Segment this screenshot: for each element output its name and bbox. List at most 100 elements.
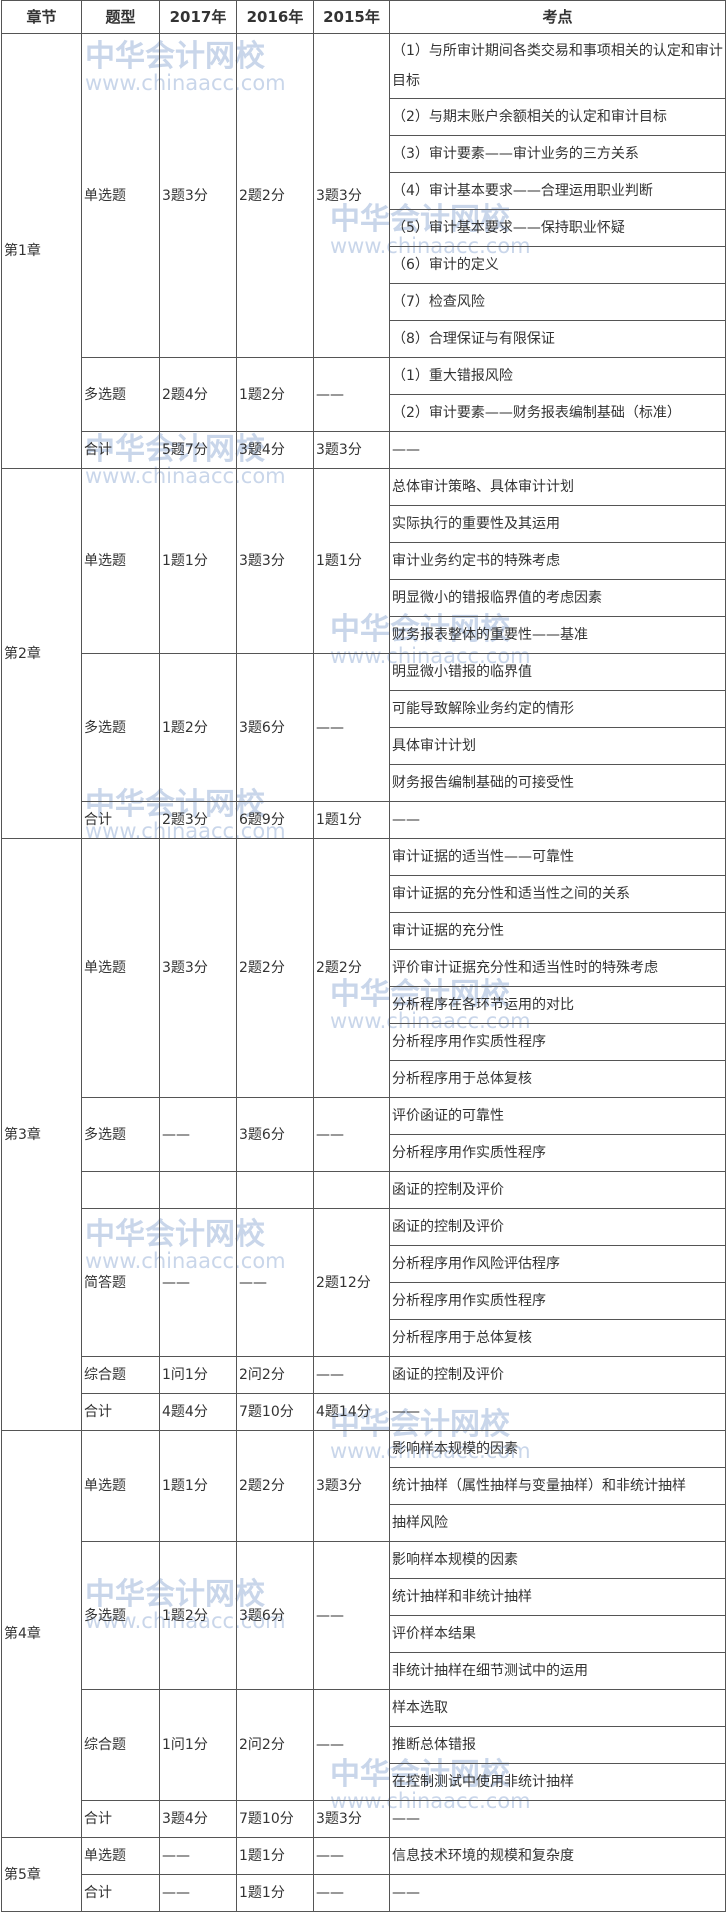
key-point: 财务报告编制基础的可接受性 (389, 764, 726, 802)
score-cell: 3题6分 (236, 1541, 314, 1690)
key-point: 具体审计计划 (389, 727, 726, 765)
score-cell (159, 1171, 237, 1209)
key-point: （3）审计要素——审计业务的三方关系 (389, 135, 726, 173)
table-row: 多选题 2题4分 1题2分 —— （1）重大错报风险 (2, 357, 726, 432)
score-cell: 2题3分 (159, 801, 237, 839)
score-cell: 2题2分 (236, 1430, 314, 1542)
table-row: 统计抽样（属性抽样与变量抽样）和非统计抽样 (2, 1467, 726, 1505)
score-cell: —— (159, 1874, 237, 1912)
table-row: 综合题 1问1分 2问2分 —— 函证的控制及评价 (2, 1356, 726, 1394)
table-row: 抽样风险 (2, 1504, 726, 1542)
score-cell: 1题1分 (236, 1837, 314, 1875)
table-row: 多选题 —— 3题6分 —— 评价函证的可靠性 (2, 1097, 726, 1172)
table-row: 非统计抽样在细节测试中的运用 (2, 1652, 726, 1690)
key-point: —— (389, 1874, 726, 1912)
score-cell: 2题12分 (313, 1208, 390, 1357)
column-header: 2016年 (236, 0, 314, 34)
key-point: —— (389, 1393, 726, 1431)
score-cell: 3题4分 (236, 431, 314, 469)
score-cell: 3题6分 (236, 1097, 314, 1172)
score-cell (313, 1171, 390, 1209)
score-cell: —— (313, 1097, 390, 1172)
key-point: （2）审计要素——财务报表编制基础（标准） (389, 394, 726, 432)
table-row: 可能导致解除业务约定的情形 (2, 690, 726, 728)
score-cell: —— (236, 1208, 314, 1357)
score-cell: 6题9分 (236, 801, 314, 839)
chapter-cell: 第5章 (1, 1837, 82, 1912)
column-header: 2017年 (159, 0, 237, 34)
table-row: （2）与期末账户余额相关的认定和审计目标 (2, 98, 726, 136)
table-row: （6）审计的定义 (2, 246, 726, 284)
question-type: 简答题 (81, 1208, 160, 1357)
question-type: 单选题 (81, 838, 160, 1098)
table-row: 明显微小的错报临界值的考虑因素 (2, 579, 726, 617)
table-row: 第4章 单选题 1题1分 2题2分 3题3分 影响样本规模的因素 (1, 1430, 726, 1838)
score-cell: 1题1分 (159, 468, 237, 654)
column-header: 题型 (81, 0, 160, 34)
score-cell: 1题1分 (313, 801, 390, 839)
key-point: （5）审计基本要求——保持职业怀疑 (389, 209, 726, 247)
key-point: 影响样本规模的因素 (389, 1430, 726, 1468)
key-point: 推断总体错报 (389, 1726, 726, 1764)
chapter-cell: 第4章 (1, 1430, 82, 1838)
header-row: 章节 题型 2017年 2016年 2015年 考点 (1, 0, 726, 34)
table-row: 第2章 单选题 1题1分 3题3分 1题1分 总体审计策略、具体审计计划 (1, 468, 726, 839)
key-point: 抽样风险 (389, 1504, 726, 1542)
table-row: 第5章 单选题 —— 1题1分 —— 信息技术环境的规模和复杂度 (1, 1837, 726, 1912)
table-row: 分析程序用作实质性程序 (2, 1023, 726, 1061)
key-point: 分析程序用于总体复核 (389, 1319, 726, 1357)
key-point: （1）与所审计期间各类交易和事项相关的认定和审计目标 (389, 33, 726, 99)
table-row: （5）审计基本要求——保持职业怀疑 (2, 209, 726, 247)
table-row: 分析程序用作实质性程序 (2, 1282, 726, 1320)
table-row: 推断总体错报 (2, 1726, 726, 1764)
key-point: 统计抽样（属性抽样与变量抽样）和非统计抽样 (389, 1467, 726, 1505)
question-type (81, 1171, 160, 1209)
key-point: （4）审计基本要求——合理运用职业判断 (389, 172, 726, 210)
score-cell: 2问2分 (236, 1689, 314, 1801)
table-row: 综合题 1问1分 2问2分 —— 样本选取 (2, 1689, 726, 1801)
question-type: 综合题 (81, 1689, 160, 1801)
question-type: 单选题 (81, 468, 160, 654)
question-type: 合计 (81, 1874, 160, 1912)
table-row: 合计 —— 1题1分 —— —— (2, 1874, 726, 1912)
key-point: 评价样本结果 (389, 1615, 726, 1653)
table-row: 合计 5题7分 3题4分 3题3分 —— (2, 431, 726, 469)
key-point: 分析程序在各环节运用的对比 (389, 986, 726, 1024)
score-cell: 3题3分 (313, 1430, 390, 1542)
score-cell: 7题10分 (236, 1393, 314, 1431)
table-row: （7）检查风险 (2, 283, 726, 321)
key-point: —— (389, 1800, 726, 1838)
score-cell: 1题2分 (159, 653, 237, 802)
score-cell: 1问1分 (159, 1689, 237, 1801)
table-row: 财务报告编制基础的可接受性 (2, 764, 726, 802)
key-point: 总体审计策略、具体审计计划 (389, 468, 726, 506)
score-cell: 3题3分 (159, 33, 237, 358)
key-point: 影响样本规模的因素 (389, 1541, 726, 1579)
question-type: 单选题 (81, 33, 160, 358)
key-point: 审计业务约定书的特殊考虑 (389, 542, 726, 580)
key-point: 分析程序用作风险评估程序 (389, 1245, 726, 1283)
table-row: 合计 4题4分 7题10分 4题14分 —— (2, 1393, 726, 1431)
score-cell: —— (313, 1874, 390, 1912)
score-cell: 2题2分 (236, 838, 314, 1098)
key-point: 在控制测试中使用非统计抽样 (389, 1763, 726, 1801)
table-row: 简答题 —— —— 2题12分 函证的控制及评价 (2, 1208, 726, 1357)
table-row: 审计业务约定书的特殊考虑 (2, 542, 726, 580)
key-point: —— (389, 801, 726, 839)
key-point: 明显微小的错报临界值的考虑因素 (389, 579, 726, 617)
table-row: 财务报表整体的重要性——基准 (2, 616, 726, 654)
key-point: （8）合理保证与有限保证 (389, 320, 726, 358)
table-row: 审计证据的充分性和适当性之间的关系 (2, 875, 726, 913)
score-cell: 2题2分 (313, 838, 390, 1098)
table-row: 第3章 单选题 3题3分 2题2分 2题2分 审计证据的适当性——可靠性 (1, 838, 726, 1431)
key-point: 函证的控制及评价 (389, 1356, 726, 1394)
question-type: 多选题 (81, 1541, 160, 1690)
key-point: 审计证据的充分性 (389, 912, 726, 950)
key-point: （1）重大错报风险 (389, 357, 726, 395)
table-row: （8）合理保证与有限保证 (2, 320, 726, 358)
table-row: 多选题 1题2分 3题6分 —— 明显微小错报的临界值 (2, 653, 726, 802)
key-point: 评价审计证据充分性和适当性时的特殊考虑 (389, 949, 726, 987)
score-cell: —— (313, 653, 390, 802)
key-point: 可能导致解除业务约定的情形 (389, 690, 726, 728)
score-cell (236, 1171, 314, 1209)
